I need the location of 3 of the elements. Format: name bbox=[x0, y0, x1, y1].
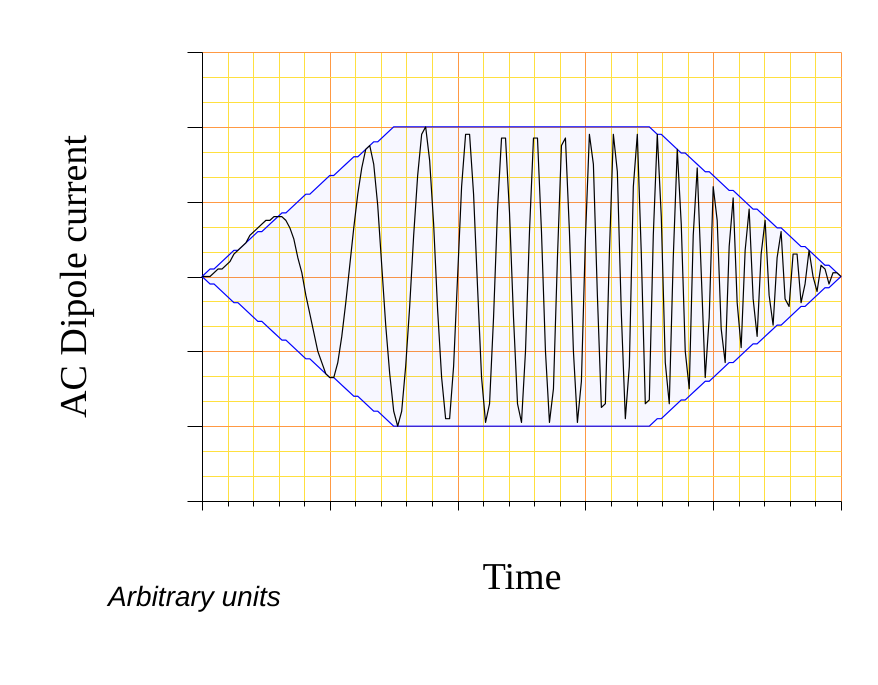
text: Arbitrary units bbox=[106, 581, 281, 612]
x-axis-title: Time bbox=[482, 556, 562, 598]
y-axis-title: AC Dipole current bbox=[53, 134, 95, 418]
